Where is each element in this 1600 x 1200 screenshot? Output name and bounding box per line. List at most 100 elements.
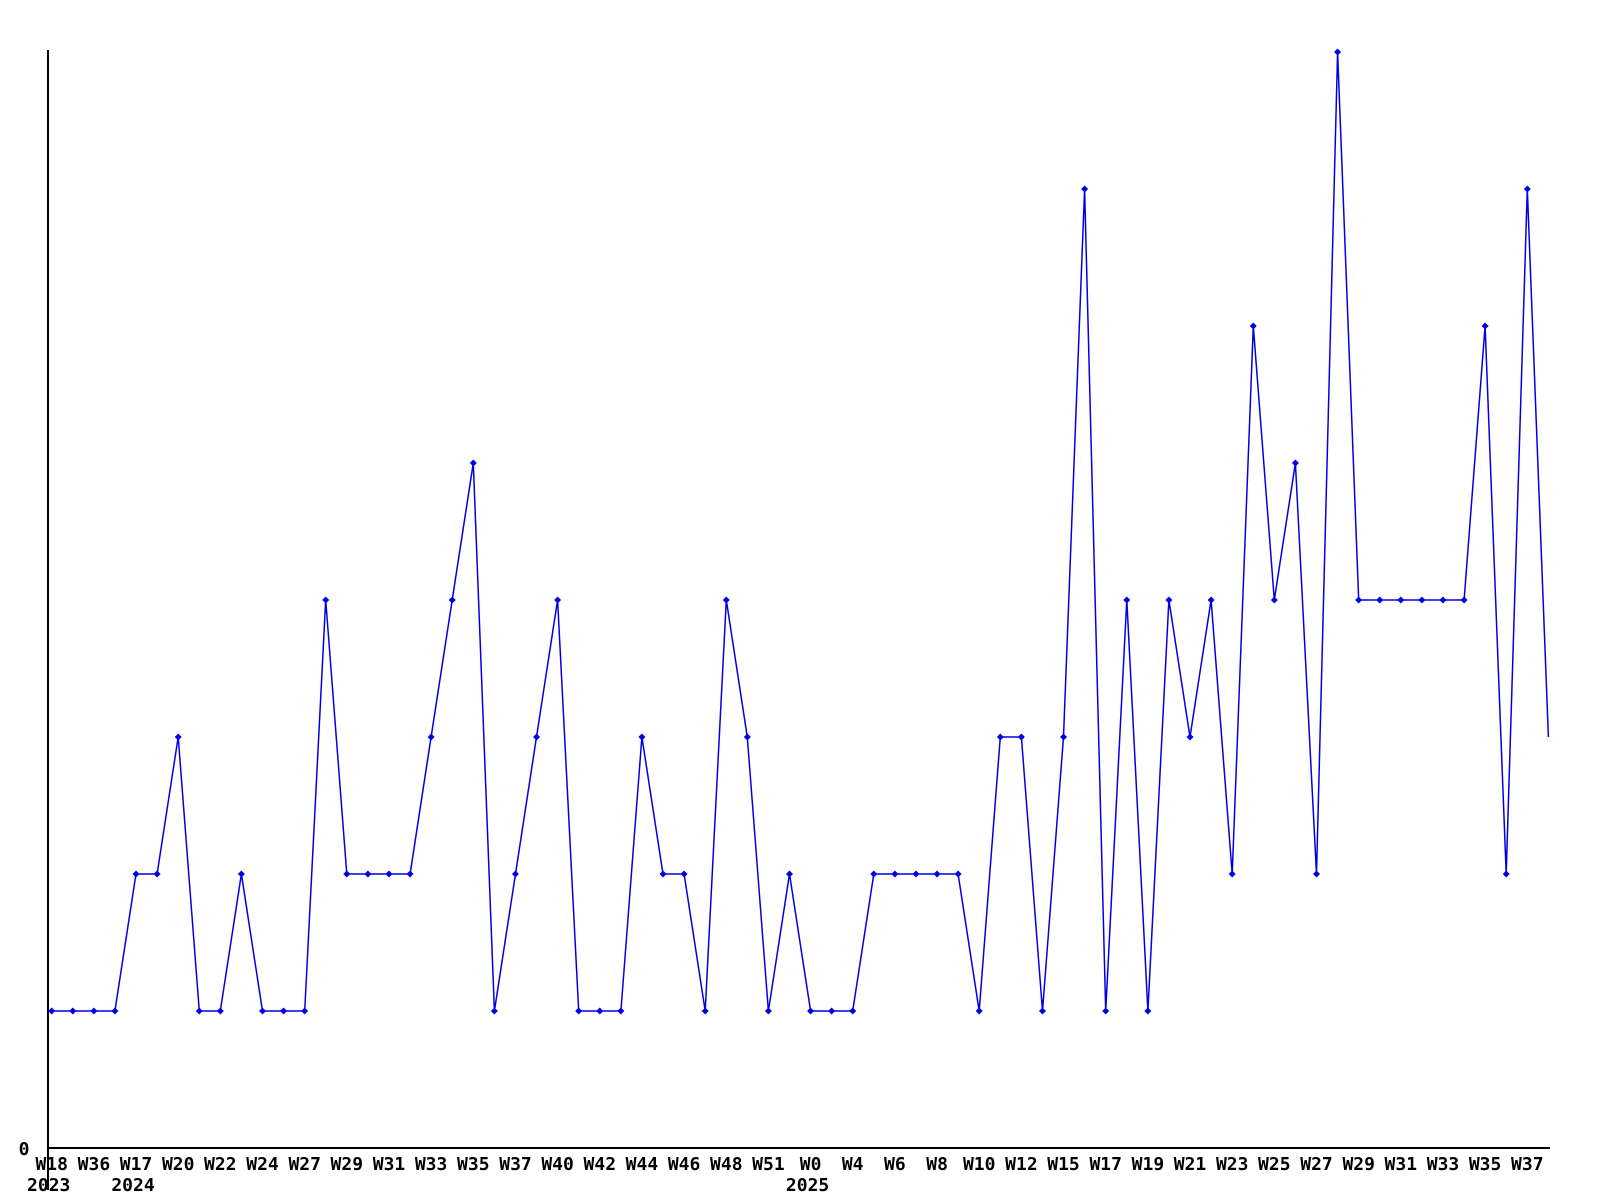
data-point-marker [174,733,182,741]
x-tick-label: W27 [1300,1154,1333,1175]
data-point-marker [111,1007,119,1015]
axes: 0 [19,50,1550,1190]
data-point-marker [1249,322,1257,330]
data-point-marker [1228,870,1236,878]
x-tick-label: W25 [1258,1154,1291,1175]
data-point-marker [1376,596,1384,604]
data-point-marker [1123,596,1131,604]
x-tick-label: W19 [1132,1154,1165,1175]
data-point-marker [153,870,161,878]
data-point-marker [1270,596,1278,604]
data-point-marker [807,1007,815,1015]
data-point-marker [364,870,372,878]
data-point-marker [891,870,899,878]
data-point-marker [680,870,688,878]
x-tick-label: W33 [415,1154,448,1175]
x-tick-label: W21 [1174,1154,1207,1175]
y-axis-zero-label: 0 [19,1139,30,1160]
data-point-marker [1186,733,1194,741]
data-point-marker [1144,1007,1152,1015]
x-tick-label: W31 [1385,1154,1418,1175]
x-tick-label: W0 [800,1154,822,1175]
data-point-marker [1207,596,1215,604]
x-tick-label: W37 [499,1154,532,1175]
data-point-marker [638,733,646,741]
x-tick-label: W27 [288,1154,321,1175]
data-point-marker [1017,733,1025,741]
data-point-marker [259,1007,266,1015]
x-tick-label: W12 [1005,1154,1038,1175]
data-point-marker [237,870,245,878]
data-point-marker [743,733,751,741]
data-point-marker [280,1007,288,1015]
data-point-marker [554,596,562,604]
data-point-marker [343,870,351,878]
data-point-marker [1334,48,1342,56]
data-point-marker [786,870,793,878]
x-tick-label: W29 [331,1154,364,1175]
x-tick-label: W15 [1047,1154,1080,1175]
x-tick-label: W10 [963,1154,996,1175]
x-tick-label: W23 [1216,1154,1249,1175]
data-point-marker [448,596,456,604]
data-point-marker [195,1007,203,1015]
data-point-marker [1481,322,1489,330]
data-point-marker [490,1007,498,1015]
x-tick-label: W17 [1089,1154,1122,1175]
data-point-marker [69,1007,77,1015]
data-point-marker [1038,1007,1046,1015]
data-point-marker [849,1007,857,1015]
x-tick-label: W44 [626,1154,659,1175]
data-point-marker [828,1007,836,1015]
x-year-label: 2024 [111,1175,155,1196]
data-point-marker [1460,596,1468,604]
data-point-marker [912,870,920,878]
data-point-marker [575,1007,583,1015]
x-tick-label: W33 [1427,1154,1460,1175]
data-point-marker [1291,459,1299,467]
data-point-marker [1439,596,1447,604]
data-point-marker [764,1007,772,1015]
data-point-marker [596,1007,604,1015]
x-tick-label: W24 [246,1154,279,1175]
data-point-marker [870,870,878,878]
data-point-marker [1081,185,1089,193]
x-tick-label: W4 [842,1154,864,1175]
data-point-marker [406,870,414,878]
x-tick-label: W22 [204,1154,237,1175]
x-year-label: 2023 [27,1175,70,1196]
data-point-marker [1397,596,1405,604]
data-point-marker [1418,596,1426,604]
x-tick-label: W8 [926,1154,948,1175]
data-point-marker [1313,870,1320,878]
x-tick-labels: W18 W36 W17 W20 W22 W24 W27 W29 W31 W33 W35 W37 W40 W… [35,1154,1543,1175]
data-point-marker [722,596,730,604]
data-point-marker [701,1007,709,1015]
x-tick-label: W29 [1342,1154,1375,1175]
data-point-marker [1502,870,1510,878]
x-tick-label: W51 [752,1154,785,1175]
data-point-marker [132,870,140,878]
x-tick-label: W35 [457,1154,490,1175]
data-point-marker [954,870,962,878]
x-tick-label: W48 [710,1154,743,1175]
data-point-marker [216,1007,224,1015]
x-tick-label: W20 [162,1154,195,1175]
x-tick-label: W46 [668,1154,701,1175]
data-point-marker [1060,733,1068,741]
x-tick-label: W35 [1469,1154,1502,1175]
data-point-marker [996,733,1004,741]
x-tick-label: W17 [120,1154,153,1175]
data-point-marker [385,870,393,878]
x-year-labels: 2023 2024 2025 [27,1175,829,1196]
data-series [48,48,1550,1015]
data-point-marker [617,1007,625,1015]
x-tick-label: W31 [373,1154,406,1175]
data-point-marker [1102,1007,1110,1015]
data-point-marker [301,1007,309,1015]
data-point-marker [659,870,667,878]
data-point-marker [1523,185,1531,193]
data-point-marker [975,1007,983,1015]
